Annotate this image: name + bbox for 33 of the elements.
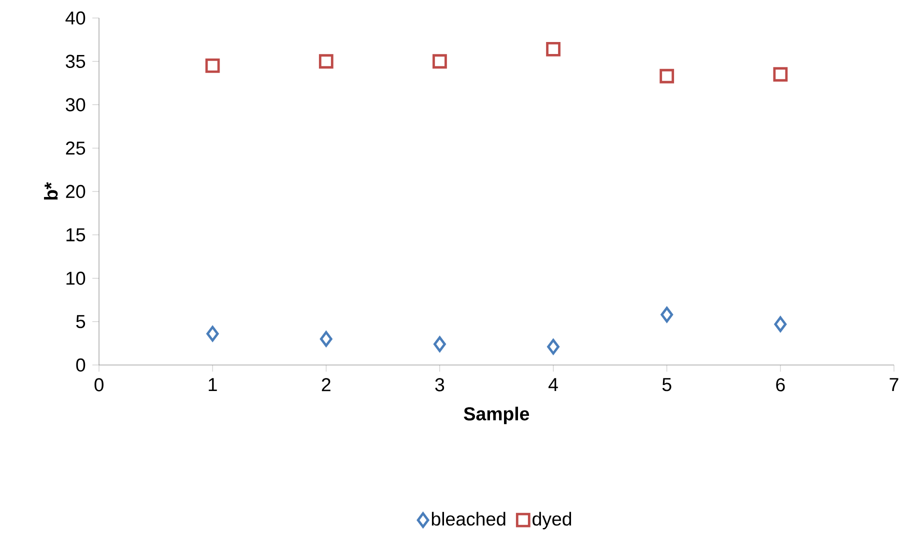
- point: [774, 316, 787, 332]
- y-tick-label: 15: [66, 228, 86, 242]
- point: [660, 306, 674, 323]
- y-tick-label: 10: [66, 272, 86, 285]
- y-tick-label: 25: [66, 141, 86, 155]
- x-axis-title: Sample: [464, 406, 530, 424]
- point: [660, 68, 674, 84]
- y-tick-label: 35: [66, 54, 86, 68]
- point: [546, 42, 560, 56]
- x-tick-label: 1: [208, 378, 217, 391]
- x-tick-label: 7: [890, 378, 898, 391]
- point: [547, 338, 560, 355]
- x-tick-label: 2: [322, 378, 330, 392]
- point: [206, 326, 219, 342]
- point: [434, 336, 446, 352]
- y-tick-label: 30: [66, 98, 86, 112]
- y-tick-label: 5: [76, 315, 86, 328]
- point: [318, 54, 334, 69]
- y-tick-label: 20: [66, 184, 86, 198]
- x-tick-label: 4: [548, 378, 558, 391]
- legend-label: dyed: [532, 512, 572, 530]
- x-tick-label: 5: [662, 378, 672, 392]
- point: [773, 67, 788, 82]
- y-axis-title: b*: [44, 182, 58, 200]
- point: [320, 331, 332, 347]
- legend-label: bleached: [432, 512, 506, 526]
- point: [205, 58, 220, 73]
- x-tick-label: 0: [94, 378, 104, 392]
- x-tick-label: 6: [776, 378, 785, 392]
- y-tick-label: 40: [66, 11, 86, 25]
- x-tick-label: 3: [435, 378, 444, 392]
- point: [432, 54, 447, 69]
- y-tick-label: 0: [76, 358, 86, 372]
